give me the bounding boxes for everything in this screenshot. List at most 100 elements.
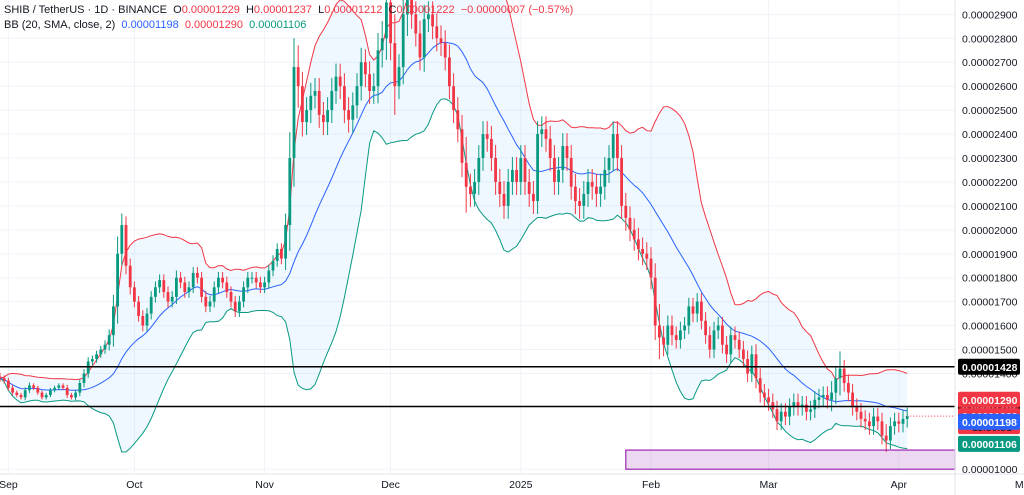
candle-body (586, 181, 590, 194)
candle-body (527, 181, 531, 194)
candle (847, 374, 850, 402)
candle-body (599, 186, 602, 194)
candle (821, 386, 825, 407)
y-tick-label: 0.00002800 (962, 33, 1018, 45)
candle-body (149, 296, 153, 314)
candle-body (204, 296, 208, 307)
candle-body (901, 418, 905, 424)
candle-body (511, 169, 514, 182)
bb-basis-tag-label: 0.00001198 (962, 417, 1017, 429)
candle (779, 403, 783, 430)
candle-body (443, 43, 447, 58)
candle-body (431, 14, 434, 27)
candle-body (763, 392, 766, 398)
candle-body (53, 387, 56, 391)
x-tick-label: Dec (381, 479, 400, 491)
candle-body (427, 14, 430, 20)
candle-body (351, 105, 355, 120)
candle-body (842, 368, 846, 384)
candle (385, 0, 388, 60)
x-tick-label: Apr (891, 479, 908, 491)
candle-body (750, 354, 754, 374)
candle-body (469, 186, 472, 194)
candle (452, 73, 455, 124)
candle (851, 383, 854, 416)
x-tick-label: Feb (642, 479, 660, 491)
candle-body (712, 330, 716, 350)
candle (439, 25, 443, 57)
candle (137, 295, 140, 322)
candle (502, 180, 506, 219)
candle (158, 274, 161, 294)
candle-body (851, 392, 854, 407)
candle (414, 1, 418, 47)
y-tick-label: 0.00002500 (962, 105, 1018, 117)
candle (242, 281, 245, 308)
candle (725, 336, 728, 363)
candle (742, 340, 745, 368)
candle (460, 114, 464, 178)
candle-body (603, 169, 607, 187)
candle (826, 386, 829, 409)
candle-body (271, 260, 275, 271)
candle (78, 379, 82, 397)
bb-indicator-label[interactable]: BB (20, SMA, close, 2) (4, 19, 116, 31)
candle (53, 385, 56, 393)
candle (23, 387, 27, 401)
candle-body (19, 395, 23, 398)
candle-body (347, 110, 350, 120)
candle (0, 372, 2, 382)
candle-body (868, 421, 871, 427)
candle-body (158, 280, 161, 288)
candle-body (401, 14, 405, 68)
candle-body (708, 335, 712, 350)
candle-body (578, 201, 581, 206)
candle (485, 121, 489, 152)
candle-body (36, 387, 40, 393)
candle (305, 97, 308, 136)
candle-body (393, 43, 397, 87)
bb-lower-tag-label: 0.00001106 (962, 439, 1017, 451)
symbol-label[interactable]: SHIB / TetherUS · 1D · BINANCE (4, 4, 168, 16)
candle-body (632, 229, 636, 240)
candle (128, 258, 132, 295)
candle-body (498, 181, 502, 194)
candle (490, 125, 493, 171)
candle-body (796, 402, 800, 407)
low-value: 0.00001212 (324, 4, 383, 16)
candle (632, 218, 636, 251)
x-tick-label: 2025 (509, 479, 533, 491)
y-tick-label: 0.00001000 (962, 464, 1018, 476)
candle-body (112, 306, 115, 336)
candle-body (876, 416, 880, 422)
candle (590, 169, 594, 200)
candle-body (477, 158, 481, 182)
candle-body (582, 193, 586, 206)
candle (15, 390, 19, 398)
candle (863, 410, 867, 430)
candle-body (389, 2, 392, 44)
candle (250, 271, 254, 284)
candle (410, 0, 413, 29)
candle (658, 304, 661, 360)
bb-upper-tag-label: 0.00001290 (962, 395, 1018, 407)
change-value: −0.00000007 (−0.57%) (460, 4, 574, 16)
x-tick-label: Nov (255, 479, 274, 491)
bb-lower-tag-bg (958, 435, 1020, 452)
candle-body (889, 426, 892, 441)
candle (611, 121, 615, 171)
candle-body (821, 395, 825, 398)
candle-body (7, 380, 10, 388)
candle (359, 47, 363, 101)
candle-body (897, 421, 901, 424)
candle-body (284, 225, 287, 259)
candle (532, 180, 535, 215)
candle-body (128, 265, 132, 288)
candle (884, 424, 888, 452)
candle-body (620, 158, 623, 206)
plot-area (0, 0, 955, 474)
candle (574, 173, 577, 215)
candle (716, 316, 720, 339)
